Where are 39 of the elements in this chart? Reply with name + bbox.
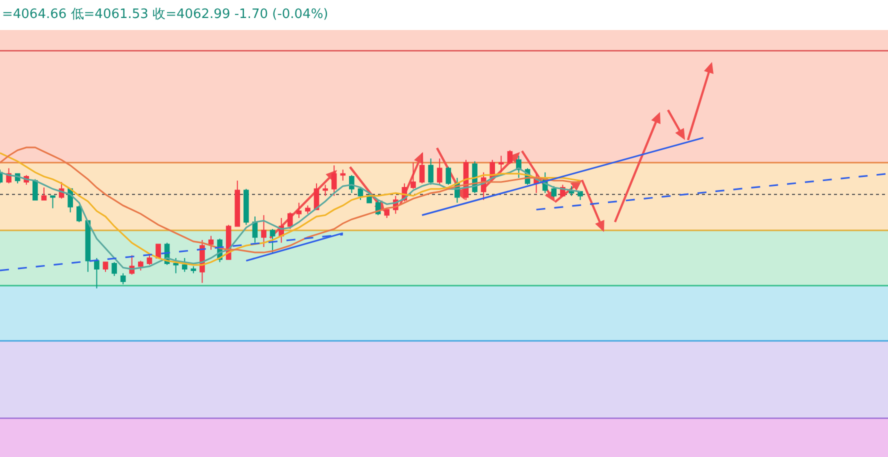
candlestick <box>76 205 82 223</box>
candlestick <box>296 202 302 218</box>
candlestick <box>173 258 178 274</box>
candlestick <box>578 191 583 200</box>
candlestick <box>331 164 337 196</box>
candlestick <box>182 258 188 272</box>
candlestick <box>568 186 574 196</box>
candlestick <box>419 152 425 184</box>
candlestick <box>287 212 293 230</box>
candlestick <box>120 272 126 285</box>
candlestick <box>428 158 434 186</box>
candlestick <box>384 209 390 218</box>
candlestick <box>190 266 196 274</box>
candlestick <box>252 216 258 244</box>
candlestick <box>102 262 108 272</box>
candlestick <box>305 205 310 214</box>
candlestick <box>234 180 240 227</box>
candlestick <box>41 187 47 200</box>
candlestick <box>208 235 214 250</box>
candlestick <box>146 254 152 266</box>
candlestick <box>507 150 513 165</box>
candlestick <box>436 158 442 186</box>
candlestick <box>244 188 249 226</box>
candlestick <box>410 162 416 190</box>
candlestick <box>112 262 117 276</box>
candlestick <box>551 186 557 198</box>
candlestick <box>32 178 38 200</box>
candlestick <box>261 214 266 248</box>
candlestick <box>156 244 161 259</box>
candlestick <box>138 260 144 271</box>
candlestick <box>340 169 346 182</box>
candlestick <box>85 220 91 272</box>
candlestick <box>50 195 56 209</box>
candlestick <box>498 155 504 173</box>
candlestick <box>94 258 100 289</box>
candlestick <box>446 166 452 186</box>
chart-subtitle: =4064.66 低=4061.53 收=4062.99 -1.70 (-0.04%) <box>2 7 328 22</box>
candlestick <box>322 184 328 196</box>
candlestick <box>270 228 276 254</box>
